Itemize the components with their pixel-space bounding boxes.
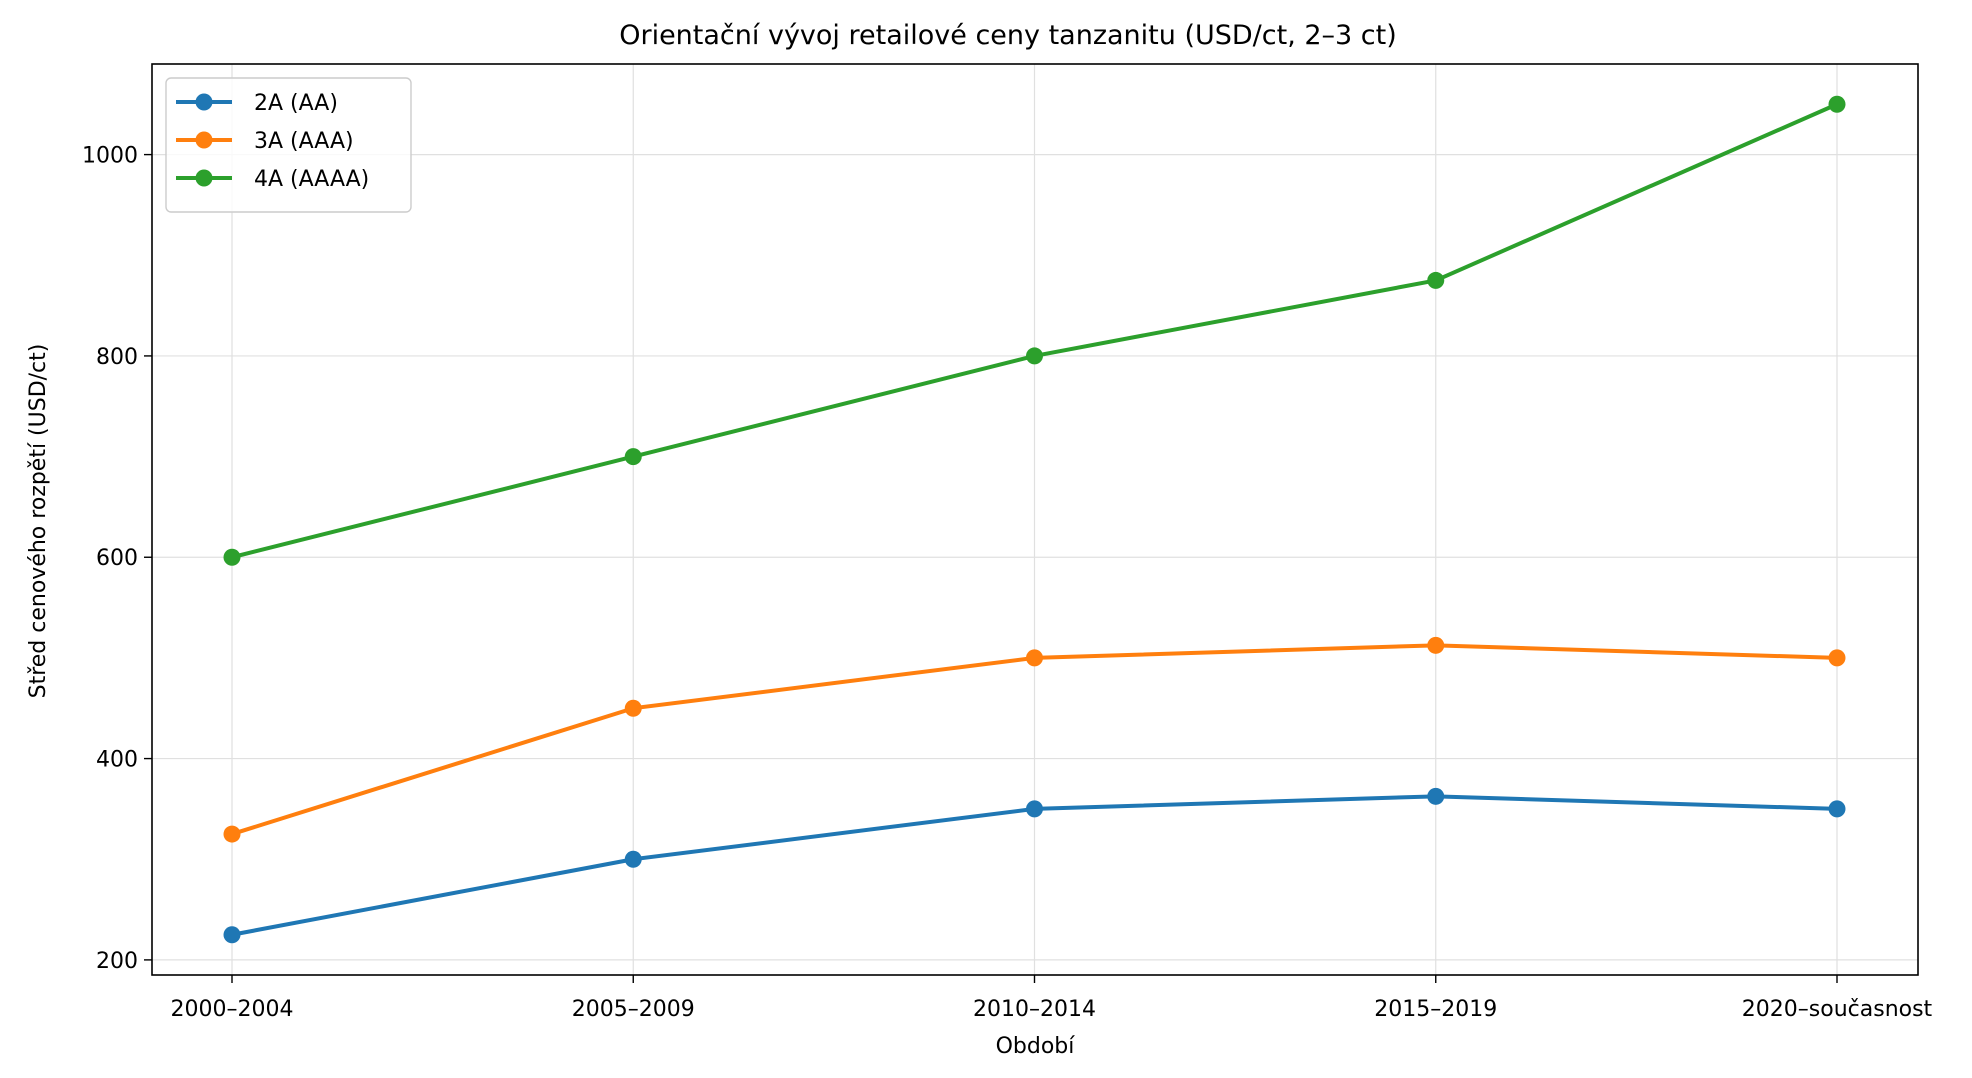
data-point [1026,347,1043,365]
data-point [624,699,642,717]
x-tick-label: 2020–současnost [1742,997,1933,1022]
legend-label: 4A (AAAA) [254,167,369,192]
grid [152,64,1918,975]
y-tick-label: 1000 [82,144,138,169]
data-point [624,448,642,466]
y-axis-label: Střed cenového rozpětí (USD/ct) [26,344,51,699]
y-tick-label: 400 [96,748,138,773]
x-tick-label: 2005–2009 [572,997,695,1022]
legend-marker [195,131,213,149]
data-point [1427,787,1445,805]
data-point [223,926,241,944]
x-axis-label: Období [996,1034,1076,1059]
data-point [1828,649,1846,667]
data-point [1427,636,1445,654]
legend: 2A (AA) 3A (AAA) 4A (AAAA) [165,77,412,213]
data-point [1026,800,1043,818]
data-point [223,548,241,566]
data-point [624,850,642,868]
axis-ticks: 2000–2004 2005–2009 2010–2014 2015–2019 2020… [82,144,1933,1022]
data-point [1427,271,1445,289]
data-point [1828,95,1846,113]
legend-marker [195,169,213,187]
x-tick-label: 2015–2019 [1374,997,1497,1022]
y-tick-label: 600 [96,546,138,571]
series-points [223,95,1846,944]
data-point [1828,800,1846,818]
legend-label: 3A (AAA) [254,129,354,154]
data-point [223,825,241,843]
y-tick-label: 800 [96,345,138,370]
y-tick-label: 200 [96,949,138,974]
chart-title: Orientační vývoj retailové ceny tanzanit… [619,20,1397,51]
x-tick-label: 2000–2004 [171,997,294,1022]
data-point [1026,649,1043,667]
legend-label: 2A (AA) [254,91,338,116]
x-tick-label: 2010–2014 [973,997,1096,1022]
legend-marker [195,93,213,111]
